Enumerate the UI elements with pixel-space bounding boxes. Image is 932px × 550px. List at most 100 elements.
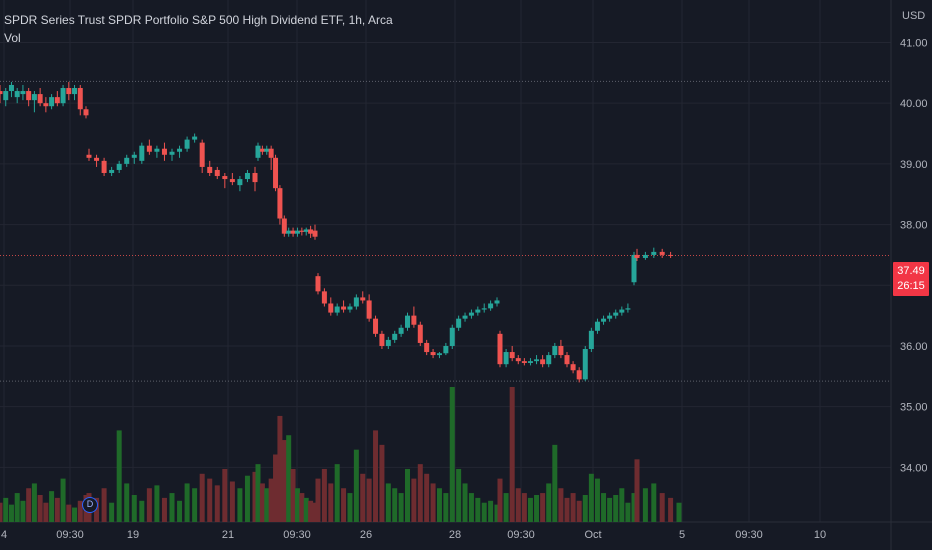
- volume-bar: [468, 493, 474, 522]
- volume-bar: [321, 468, 327, 522]
- candle-body: [49, 97, 55, 107]
- volume-bar: [456, 468, 462, 522]
- candle-body: [424, 342, 430, 353]
- candle-body: [86, 154, 92, 158]
- candle-body: [509, 352, 515, 359]
- volume-bar: [607, 497, 613, 522]
- volume-bar: [570, 493, 576, 522]
- candle-body: [481, 308, 487, 310]
- candle-body: [515, 358, 521, 362]
- currency-label[interactable]: USD: [902, 10, 926, 22]
- volume-bar: [259, 483, 265, 522]
- candle-body: [264, 148, 270, 152]
- candle-body: [546, 355, 552, 365]
- volume-bar: [169, 493, 175, 522]
- y-tick-label: 38.00: [900, 220, 928, 232]
- candle-body: [0, 91, 3, 95]
- candle-body: [366, 300, 372, 319]
- candle-body: [540, 359, 546, 365]
- volume-bar: [552, 444, 558, 522]
- dividend-marker-icon[interactable]: D: [82, 497, 98, 513]
- volume-bar: [294, 488, 300, 522]
- x-tick-label: 09:30: [56, 529, 84, 541]
- volume-bar: [411, 478, 417, 522]
- volume-bar: [613, 495, 619, 522]
- volume-bar: [558, 488, 564, 522]
- x-tick-label: 4: [1, 529, 7, 541]
- candle-body: [634, 254, 640, 258]
- x-tick-label: 21: [222, 529, 234, 541]
- candle-body: [570, 364, 576, 371]
- volume-bar: [192, 488, 198, 522]
- volume-bar: [43, 502, 49, 522]
- candle-body: [31, 94, 37, 101]
- candle-body: [527, 361, 533, 363]
- candle-body: [3, 91, 9, 101]
- candle-body: [534, 359, 540, 362]
- volume-bar: [373, 430, 379, 522]
- candle-body: [328, 303, 334, 313]
- volume-bar: [244, 475, 250, 522]
- volume-bar: [392, 488, 398, 522]
- volume-bar: [116, 430, 122, 522]
- candle-body: [642, 254, 648, 258]
- candle-body: [456, 318, 462, 328]
- candle-body: [281, 218, 287, 234]
- candle-body: [651, 251, 657, 255]
- chart-legend: SPDR Series Trust SPDR Portfolio S&P 500…: [4, 11, 393, 47]
- candle-body: [488, 303, 494, 309]
- volume-bar: [60, 478, 66, 522]
- candle-body: [146, 145, 152, 152]
- volume-bar: [290, 468, 296, 522]
- candle-body: [315, 276, 321, 292]
- volume-bar: [576, 500, 582, 522]
- candle-body: [303, 229, 309, 232]
- x-tick-label: 10: [814, 529, 826, 541]
- x-tick-label: 19: [127, 529, 139, 541]
- volume-bar: [199, 473, 205, 522]
- candle-body: [299, 230, 305, 232]
- volume-bar: [207, 478, 213, 522]
- x-tick-label: 09:30: [735, 529, 763, 541]
- volume-bar: [659, 493, 665, 522]
- candle-body: [341, 306, 347, 310]
- volume-bar: [214, 485, 220, 522]
- x-tick-label: 5: [679, 529, 685, 541]
- candle-body: [360, 297, 366, 301]
- candle-body: [94, 157, 100, 161]
- candle-body: [449, 327, 455, 346]
- volume-bar: [379, 444, 385, 522]
- candle-body: [294, 230, 300, 234]
- volume-bar: [184, 483, 190, 522]
- candle-body: [199, 142, 205, 167]
- volume-bar: [54, 497, 60, 522]
- candle-body: [184, 139, 190, 149]
- candle-body: [576, 370, 582, 380]
- volume-bar: [264, 488, 270, 522]
- volume-indicator-label[interactable]: Vol: [4, 31, 21, 45]
- volume-bar: [3, 497, 9, 522]
- candle-body: [607, 315, 613, 319]
- y-tick-label: 40.00: [900, 98, 928, 110]
- volume-bar: [668, 497, 674, 522]
- candle-body: [430, 352, 436, 356]
- candle-body: [497, 333, 503, 365]
- volume-bar: [462, 483, 468, 522]
- volume-bar: [124, 483, 130, 522]
- symbol-title[interactable]: SPDR Series Trust SPDR Portfolio S&P 500…: [4, 13, 393, 27]
- candle-body: [20, 91, 26, 95]
- volume-bar: [546, 483, 552, 522]
- candle-body: [312, 230, 318, 237]
- candle-body: [268, 148, 274, 158]
- candle-body: [582, 349, 588, 380]
- candle-body: [443, 345, 449, 354]
- volume-bar: [229, 481, 235, 522]
- y-tick-label: 35.00: [900, 402, 928, 414]
- volume-bar: [527, 497, 533, 522]
- candle-body: [321, 291, 327, 304]
- volume-bar: [631, 493, 637, 522]
- volume-bar: [131, 495, 137, 522]
- candle-body: [601, 318, 607, 322]
- volume-bar: [315, 478, 321, 522]
